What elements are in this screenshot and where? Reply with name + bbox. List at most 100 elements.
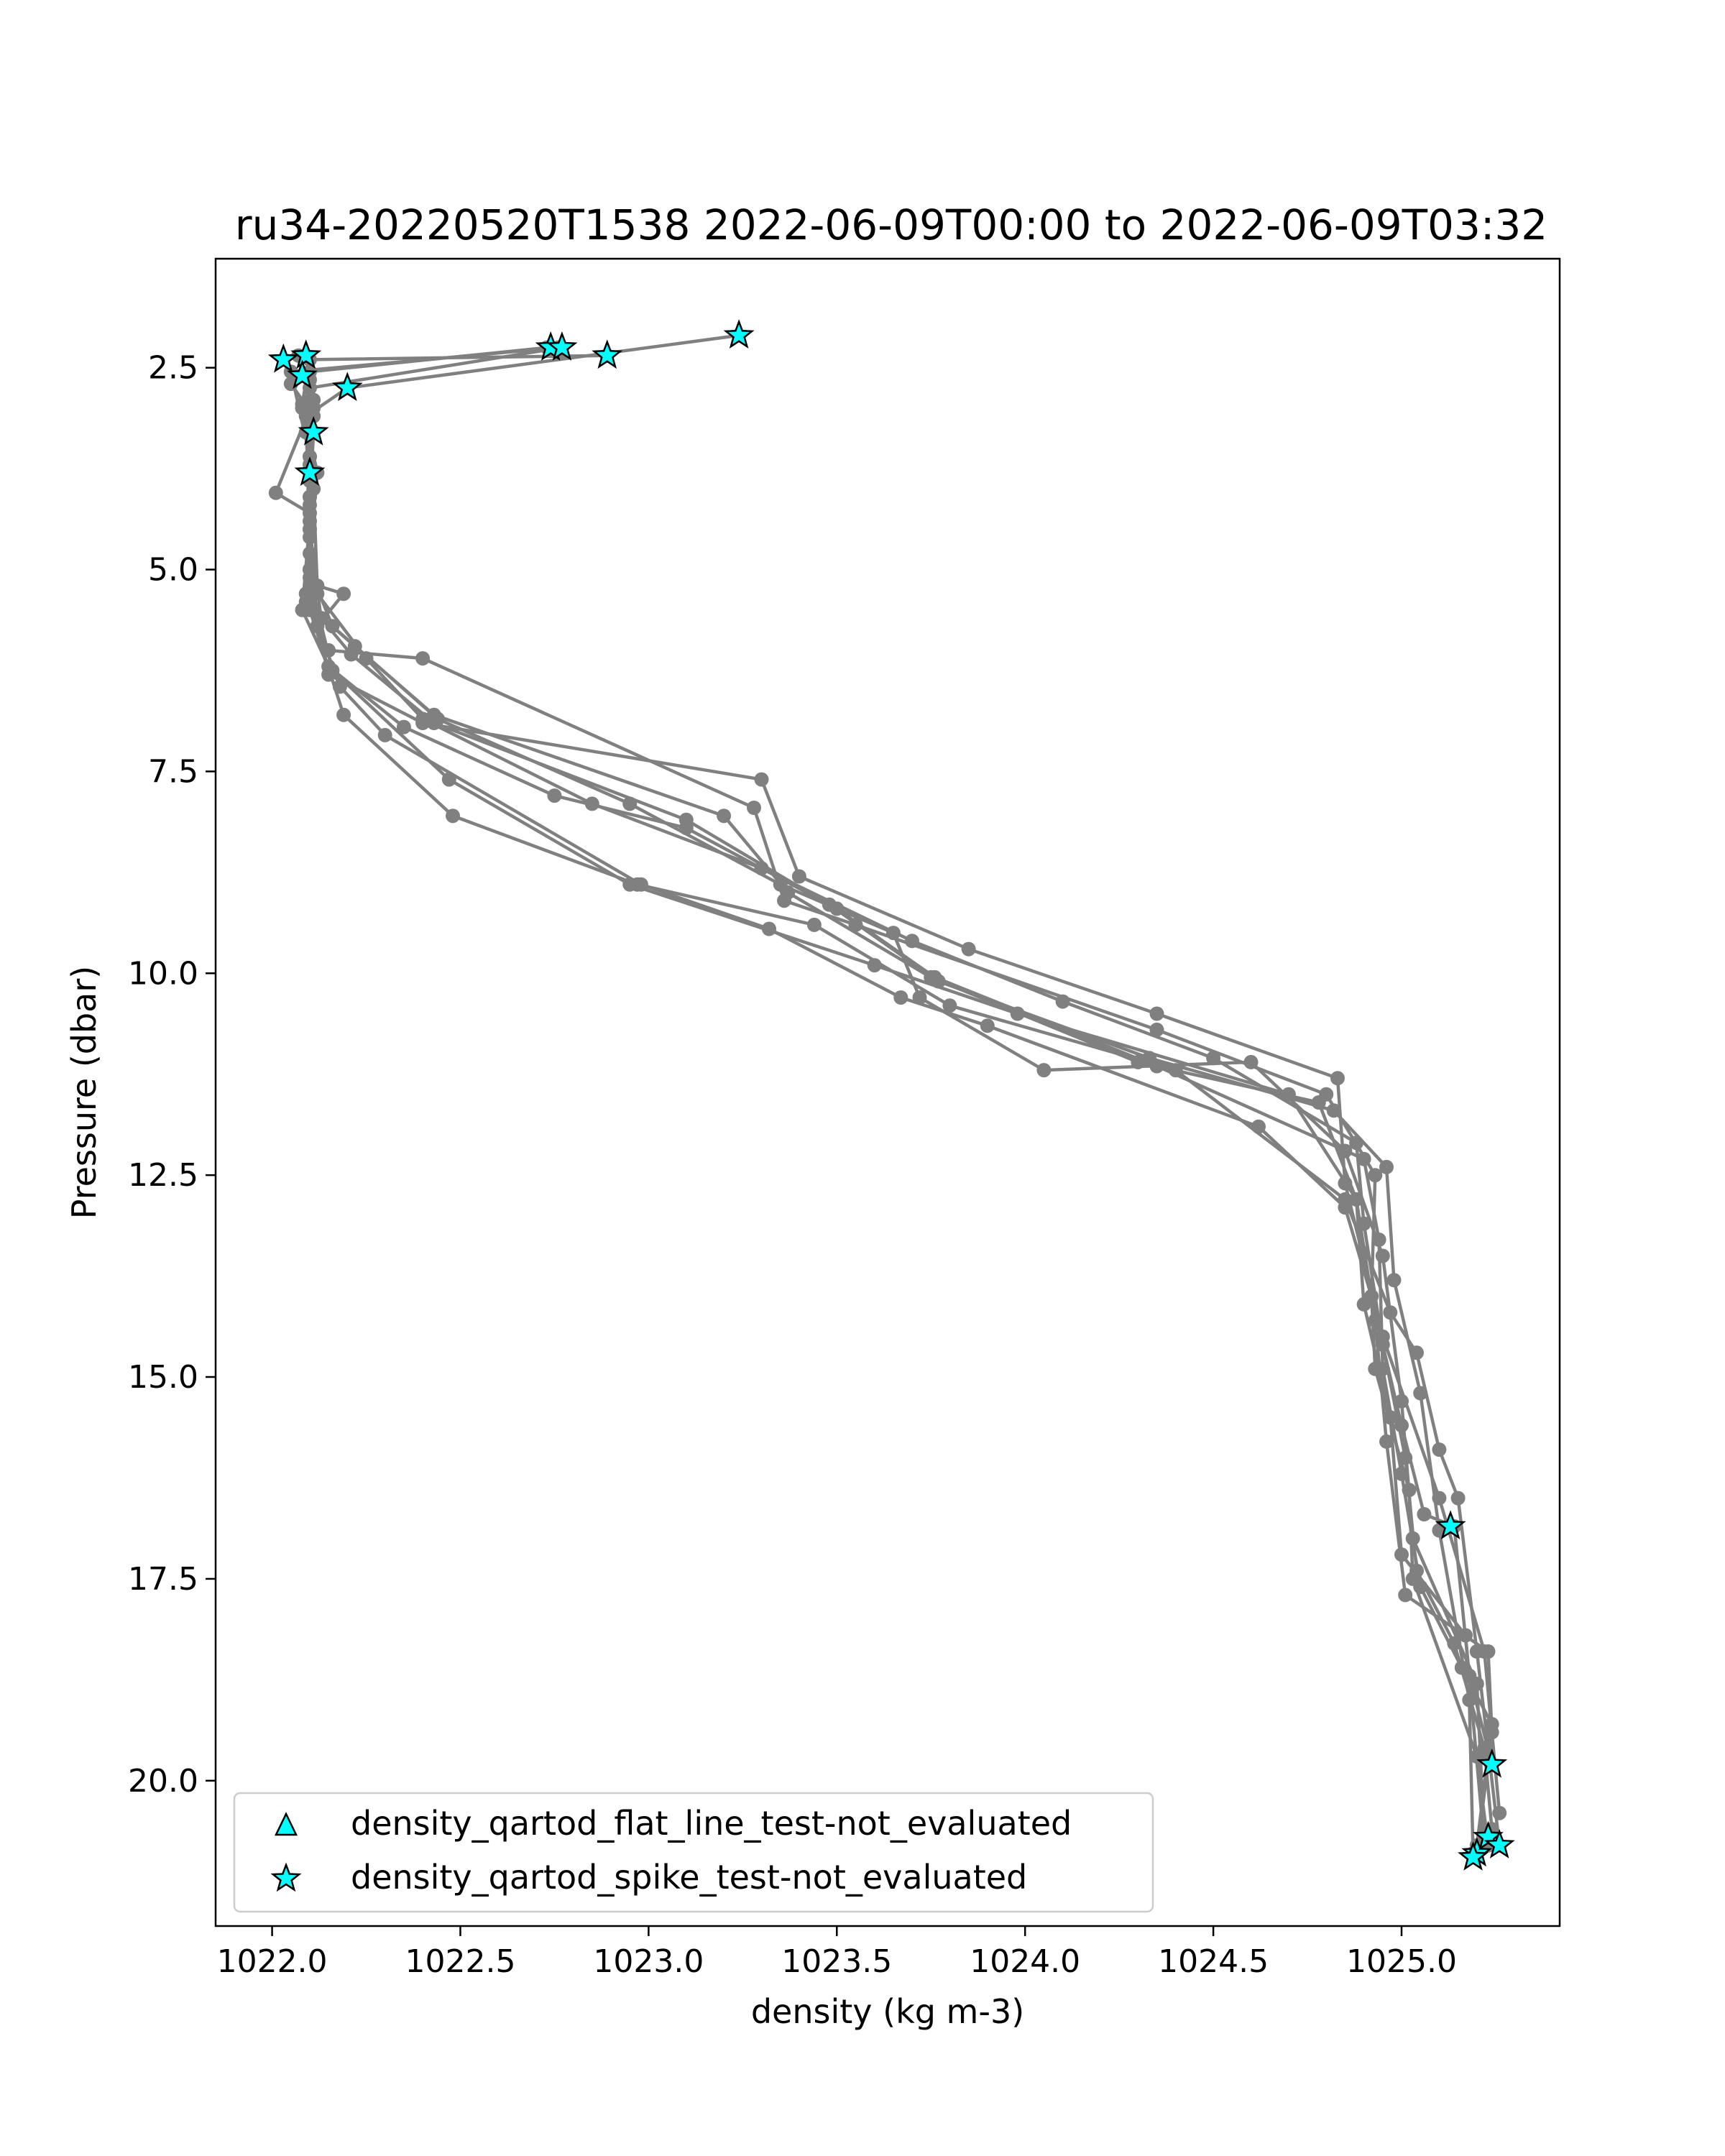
- legend-box: [233, 1792, 1154, 1913]
- profile-point: [359, 651, 374, 666]
- profile-point: [717, 808, 732, 824]
- profile-point: [268, 485, 283, 500]
- profile-point: [1349, 1135, 1364, 1151]
- profile-point: [980, 1018, 995, 1033]
- legend-label-flat-line: density_qartod_flat_line_test-not_evalua…: [351, 1804, 1072, 1843]
- profile-point: [1394, 1393, 1409, 1409]
- y-tick-label: 10.0: [128, 955, 198, 992]
- profile-point: [1447, 1636, 1462, 1651]
- profile-point: [1368, 1168, 1383, 1183]
- spike-test-marker: [294, 456, 326, 486]
- profile-line-10: [289, 382, 1494, 1830]
- profile-point: [1036, 1063, 1052, 1078]
- spike-test-marker: [546, 331, 578, 361]
- x-tick-label: 1025.0: [1346, 1943, 1457, 1980]
- plot-frame: [214, 257, 1561, 1927]
- profile-point: [754, 861, 769, 876]
- profile-point: [961, 941, 976, 957]
- spike-test-marker: [298, 415, 329, 446]
- profile-point: [1356, 1216, 1371, 1231]
- profile-point: [630, 877, 645, 892]
- qc-marker-group: [267, 319, 1515, 1871]
- profile-point: [1481, 1644, 1496, 1659]
- profile-line-9: [300, 456, 1494, 1846]
- spike-test-marker: [592, 339, 623, 369]
- spike-test-marker: [1484, 1829, 1515, 1858]
- x-axis: 1022.0 1022.5 1023.0 1023.5 1024.0 1024.5 1025…: [217, 1926, 1457, 1980]
- profile-point: [1356, 1151, 1371, 1166]
- profile-point: [678, 821, 694, 836]
- profile-point: [1371, 1233, 1386, 1247]
- y-tick-label: 12.5: [128, 1157, 198, 1194]
- profile-point: [905, 934, 919, 949]
- profile-point: [584, 796, 599, 811]
- profile-point: [927, 969, 942, 985]
- spike-test-marker: [1435, 1510, 1466, 1540]
- y-tick-label: 5.0: [148, 552, 198, 589]
- profile-point: [415, 711, 431, 727]
- x-tick-label: 1022.0: [217, 1943, 328, 1980]
- profile-point: [1469, 1644, 1484, 1659]
- y-tick-label: 7.5: [148, 753, 198, 790]
- profile-point: [1477, 1741, 1492, 1756]
- profile-point: [1409, 1345, 1424, 1360]
- profile-point: [377, 727, 392, 742]
- profile-point: [1417, 1507, 1432, 1521]
- profile-point: [321, 659, 336, 674]
- profile-point: [1375, 1337, 1390, 1353]
- y-tick-label: 20.0: [128, 1763, 198, 1800]
- star-marker-icon: [270, 1862, 302, 1892]
- profile-point: [1398, 1588, 1413, 1603]
- profile-point: [1383, 1305, 1398, 1320]
- profile-point: [446, 808, 460, 824]
- y-tick-label: 2.5: [148, 350, 198, 387]
- profile-point: [336, 586, 351, 602]
- profile-point: [547, 788, 562, 803]
- spike-test-marker: [331, 372, 363, 401]
- x-tick-label: 1022.5: [405, 1943, 515, 1980]
- profile-point: [1432, 1442, 1447, 1457]
- spike-test-marker: [267, 343, 299, 373]
- triangle-marker-icon: [275, 1812, 298, 1836]
- spike-test-marker: [723, 319, 755, 349]
- profile-point: [1326, 1103, 1341, 1118]
- y-tick-label: 17.5: [128, 1561, 198, 1598]
- x-tick-label: 1024.0: [970, 1943, 1080, 1980]
- profile-point: [1149, 1059, 1164, 1074]
- y-tick-label: 15.0: [128, 1359, 198, 1396]
- profile-point: [1206, 1051, 1221, 1066]
- profile-point: [747, 801, 761, 815]
- profile-point: [415, 651, 431, 666]
- profile-point: [1386, 1273, 1402, 1288]
- profile-point: [754, 772, 769, 787]
- legend-label-spike: density_qartod_spike_test-not_evaluated: [351, 1858, 1027, 1897]
- profile-point: [942, 998, 957, 1013]
- profile-point: [336, 707, 351, 722]
- x-tick-label: 1023.0: [593, 1943, 704, 1980]
- profile-point: [1484, 1717, 1499, 1732]
- profile-point: [1281, 1087, 1296, 1102]
- profile-point: [893, 990, 908, 1005]
- spike-test-marker: [1476, 1748, 1508, 1778]
- profile-point: [295, 602, 310, 617]
- y-axis-label: Pressure (dbar): [65, 966, 104, 1219]
- spike-test-marker: [290, 339, 322, 369]
- legend: density_qartod_flat_line_test-not_evalua…: [233, 1792, 1154, 1913]
- x-tick-label: 1024.5: [1158, 1943, 1269, 1980]
- x-axis-label: density (kg m-3): [751, 1992, 1024, 2031]
- profile-point: [1149, 1022, 1164, 1037]
- profile-point: [1379, 1159, 1394, 1174]
- profile-point: [1055, 994, 1070, 1009]
- profile-point: [310, 586, 325, 602]
- spike-test-marker: [287, 359, 318, 390]
- profile-point: [1409, 1563, 1424, 1578]
- profile-point: [441, 772, 456, 787]
- chart-title: ru34-20220520T1538 2022-06-09T00:00 to 2…: [235, 201, 1547, 249]
- x-tick-label: 1023.5: [781, 1943, 892, 1980]
- profile-point: [1338, 1192, 1353, 1207]
- profile-point: [1330, 1071, 1345, 1086]
- profile-point: [1243, 1054, 1259, 1069]
- spike-test-marker: [1458, 1841, 1489, 1871]
- profile-point: [1398, 1450, 1413, 1465]
